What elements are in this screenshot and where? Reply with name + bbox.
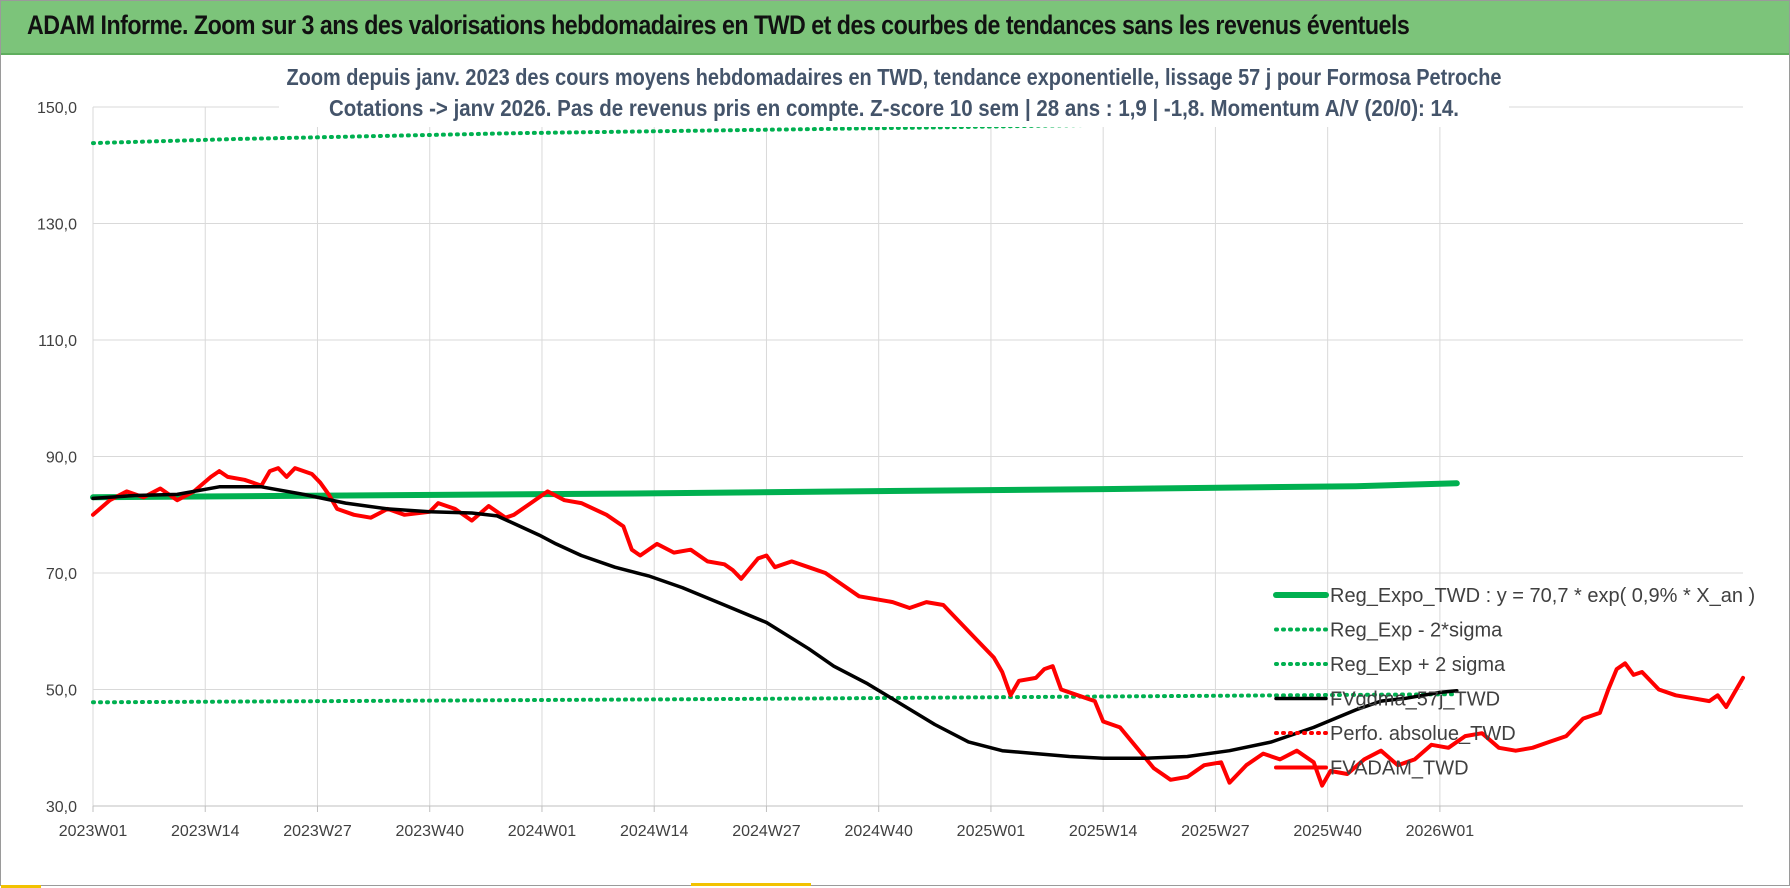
chart-subtitle: Cotations -> janv 2026. Pas de revenus p… [329,95,1459,121]
x-tick-label: 2026W01 [1406,823,1475,840]
y-tick-label: 70,0 [46,566,77,583]
legend-label: Reg_Exp + 2 sigma [1330,654,1506,676]
x-tick-label: 2024W01 [508,823,577,840]
y-tick-label: 30,0 [46,799,77,816]
series-line-0 [90,480,1460,501]
chart-title: Zoom depuis janv. 2023 des cours moyens … [287,64,1502,90]
y-axis-ticks: 30,0 50,0 70,0 90,0 110,0 130,0 150,0 [37,100,77,816]
x-axis-ticks: 2023W01 2023W14 2023W27 2023W40 2024W01 2024W… [59,805,1743,840]
legend-label: Perfo. absolue_TWD [1330,723,1516,745]
y-tick-label: 50,0 [46,683,77,700]
x-tick-label: 2025W27 [1181,823,1250,840]
y-tick-label: 130,0 [37,217,77,234]
report-title: ADAM Informe. Zoom sur 3 ans des valoris… [27,10,1410,40]
series-line-3 [91,485,1459,760]
x-tick-label: 2025W14 [1069,823,1138,840]
x-tick-label: 2025W01 [957,823,1026,840]
y-tick-label: 90,0 [46,450,77,467]
legend-label: FVADAM_TWD [1330,758,1469,780]
legend: Reg_Expo_TWD : y = 70,7 * exp( 0,9% * X_… [1273,585,1755,780]
x-tick-label: 2024W40 [844,823,913,840]
legend-label: Reg_Exp - 2*sigma [1330,620,1503,642]
legend-label: FVgdma_57j_TWD [1330,689,1500,711]
x-tick-label: 2023W40 [395,823,464,840]
legend-label: Reg_Expo_TWD : y = 70,7 * exp( 0,9% * X_… [1330,585,1755,607]
x-tick-label: 2025W40 [1293,823,1362,840]
x-tick-label: 2023W14 [171,823,240,840]
x-tick-label: 2024W27 [732,823,801,840]
accent-bar-center [691,883,811,886]
title-backdrop [279,61,1509,127]
title-banner: ADAM Informe. Zoom sur 3 ans des valoris… [1,1,1789,55]
chart-titles: Zoom depuis janv. 2023 des cours moyens … [279,61,1509,127]
series-line-5 [91,466,1745,788]
series-group [90,116,1745,788]
x-tick-label: 2024W14 [620,823,689,840]
y-tick-label: 150,0 [37,100,77,117]
y-tick-label: 110,0 [38,333,77,350]
series-line-1 [91,692,1459,705]
grid [92,106,1743,807]
x-tick-label: 2023W01 [59,823,128,840]
x-tick-label: 2023W27 [283,823,352,840]
